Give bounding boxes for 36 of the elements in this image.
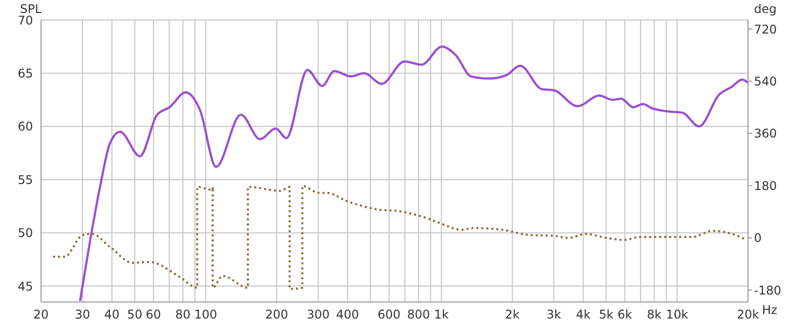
x-tick-label: 600 — [378, 308, 401, 322]
y-axis-title: SPL — [20, 2, 42, 16]
x-tick-label: 4k — [576, 308, 591, 322]
x-tick-label: 5k — [598, 308, 614, 322]
x-tick-label: 20 — [33, 308, 49, 322]
x-tick-label: 200 — [265, 308, 288, 322]
x-tick-label: 100 — [194, 308, 218, 322]
x-tick-label: 6k — [617, 308, 632, 322]
x-tick-label: 30 — [74, 308, 90, 322]
y-tick-label: 60 — [18, 120, 33, 134]
x-tick-label: 40 — [104, 308, 120, 322]
x-tick-label: 2k — [505, 308, 520, 322]
x-tick-label: 80 — [175, 308, 191, 322]
y-tick-label: 50 — [18, 226, 33, 240]
y2-tick-label: 360 — [754, 126, 777, 141]
y2-tick-label: 180 — [754, 178, 777, 193]
y-tick-label: 65 — [18, 66, 33, 80]
y2-tick-label: -180 — [754, 283, 782, 298]
y-tick-label: 70 — [18, 13, 33, 28]
x-tick-label: 10k — [666, 308, 688, 322]
y2-tick-label: 0 — [754, 231, 762, 246]
y2-axis-title: deg — [754, 2, 777, 16]
x-tick-label: 20k — [736, 308, 760, 322]
x-tick-label: 60 — [146, 308, 162, 322]
y-tick-label: 55 — [18, 172, 33, 187]
y-tick-label: 45 — [18, 279, 33, 294]
x-tick-label: 3k — [546, 308, 562, 322]
y2-tick-label: 720 — [754, 22, 777, 36]
x-tick-label: 8k — [646, 308, 662, 322]
y2-tick-label: 540 — [754, 74, 777, 88]
x-tick-label: 800 — [407, 308, 430, 322]
x-tick-label: 1k — [434, 308, 449, 322]
x-tick-label: 50 — [127, 308, 142, 322]
x-axis-title: Hz — [762, 303, 778, 317]
x-tick-label: 300 — [306, 308, 330, 322]
x-tick-label: 400 — [336, 308, 360, 322]
